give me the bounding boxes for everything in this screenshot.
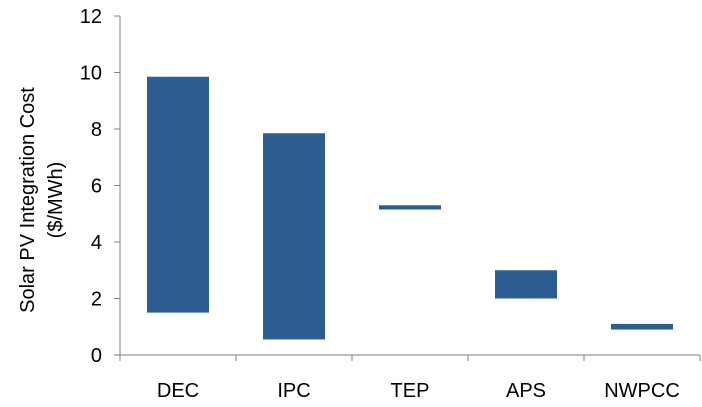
range-bar-tep [379, 205, 441, 210]
range-bar-nwpcc [611, 323, 673, 330]
y-tick-label: 10 [80, 63, 102, 85]
y-tick-label: 8 [91, 119, 102, 141]
range-bar-aps [495, 270, 557, 299]
axes [114, 15, 701, 361]
x-category-label: TEP [391, 380, 430, 402]
x-category-label: IPC [277, 380, 310, 402]
x-category-label: APS [506, 380, 546, 402]
x-category-label: NWPCC [604, 380, 680, 402]
y-tick-label: 2 [91, 289, 102, 311]
range-bar-ipc [263, 133, 325, 340]
y-axis-title-line-1: Solar PV Integration Cost [17, 87, 39, 313]
y-tick-label: 6 [91, 176, 102, 198]
labels: 0 2 4 6 8 10 12 DEC IPC TEP APS NWPCC [80, 6, 680, 402]
x-category-label: DEC [157, 380, 199, 402]
bars [147, 76, 673, 340]
range-bar-dec [147, 76, 209, 313]
y-axis-title-line-2: ($/MWh) [45, 162, 67, 239]
y-tick-label: 4 [91, 232, 102, 254]
y-tick-label: 0 [91, 345, 102, 367]
y-axis-title: Solar PV Integration Cost ($/MWh) [17, 87, 67, 313]
y-tick-label: 12 [80, 6, 102, 28]
